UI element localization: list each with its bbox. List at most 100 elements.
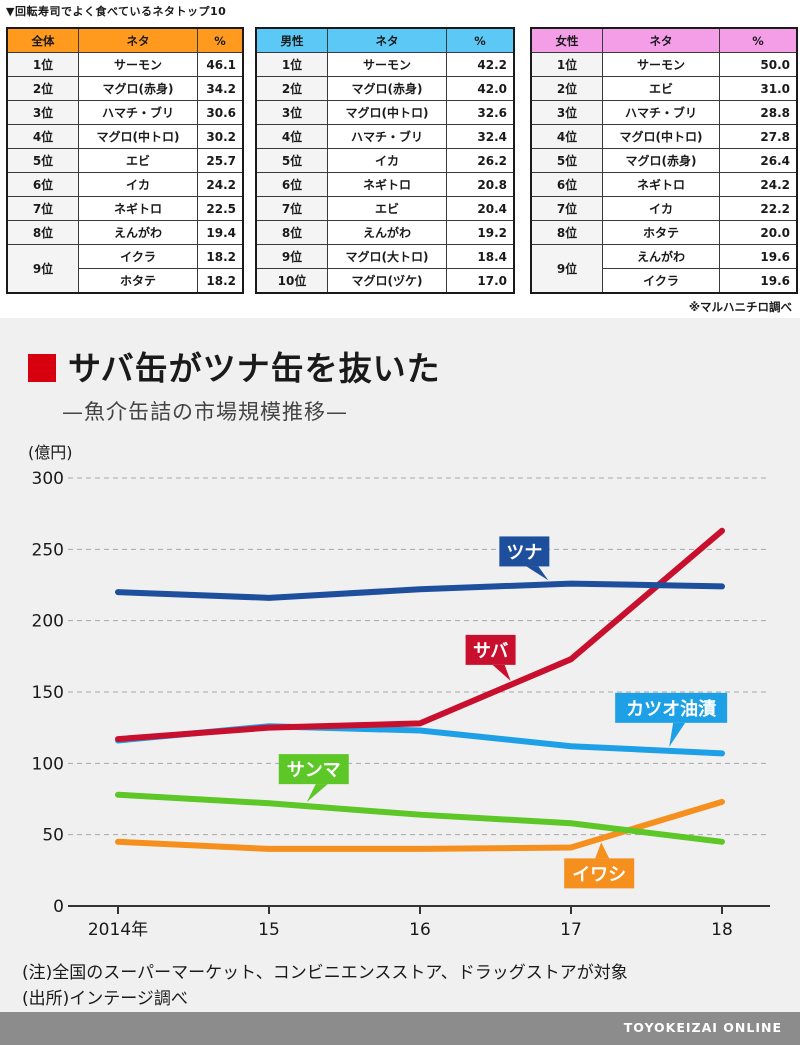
item-cell: マグロ(ヅケ) <box>327 268 447 294</box>
table-row: 7位 ネギトロ 22.5 <box>6 196 244 221</box>
series-label-サンマ: サンマ <box>287 760 341 781</box>
series-label-pointer <box>669 722 686 747</box>
item-cell: イクラ <box>602 268 720 294</box>
x-tick-label: 2014年 <box>88 920 148 940</box>
rank-cell: 2位 <box>530 76 603 101</box>
series-label-pointer <box>595 842 610 859</box>
item-cell: えんがわ <box>327 220 447 245</box>
table-header-cell: ネタ <box>327 27 447 53</box>
series-label-box <box>278 754 349 785</box>
item-cell: マグロ(赤身) <box>602 148 720 173</box>
table-row: 2位 マグロ(赤身) 34.2 <box>6 76 244 101</box>
rank-cell: 1位 <box>6 52 79 77</box>
series-label-box <box>615 692 728 723</box>
series-label-カツオ油漬: カツオ油漬 <box>626 698 717 720</box>
series-label-box <box>499 536 550 567</box>
value-cell: 28.8 <box>719 100 798 125</box>
table-header-cell: ネタ <box>78 27 198 53</box>
rank-cell: 3位 <box>530 100 603 125</box>
data-point <box>116 840 120 844</box>
rank-cell: 6位 <box>255 172 328 197</box>
line-chart: (億円) 0 50 100 150 200 250 300 2014年 15 16 17 18 ツナサバカ… <box>28 443 770 940</box>
data-point <box>569 821 573 825</box>
table-row: 10位 マグロ(ヅケ) 17.0 <box>255 268 515 294</box>
item-cell: サーモン <box>78 52 198 77</box>
table-row: 3位 ハマチ・ブリ 30.6 <box>6 100 244 125</box>
table-row: 8位 えんがわ 19.2 <box>255 220 515 245</box>
item-cell: イクラ <box>78 244 198 269</box>
value-cell: 20.4 <box>446 196 515 221</box>
footer-bar: TOYOKEIZAI ONLINE <box>0 1012 800 1045</box>
series-label-ツナ: ツナ <box>506 542 542 563</box>
table-row: 4位 マグロ(中トロ) 30.2 <box>6 124 244 149</box>
data-point <box>569 744 573 748</box>
value-cell: 50.0 <box>719 52 798 77</box>
item-cell: えんがわ <box>78 220 198 245</box>
value-cell: 19.6 <box>719 268 798 294</box>
value-cell: 24.2 <box>197 172 244 197</box>
table-row: 9位 マグロ(大トロ) 18.4 <box>255 244 515 269</box>
item-cell: マグロ(中トロ) <box>78 124 198 149</box>
y-tick-label: 50 <box>42 826 64 846</box>
table-row: 7位 イカ 22.2 <box>530 196 798 221</box>
value-cell: 34.2 <box>197 76 244 101</box>
rank-cell: 2位 <box>6 76 79 101</box>
value-cell: 26.2 <box>446 148 515 173</box>
rank-cell: 5位 <box>6 148 79 173</box>
item-cell: ハマチ・ブリ <box>602 100 720 125</box>
table-row: 2位 エビ 31.0 <box>530 76 798 101</box>
series-label-box <box>564 858 635 889</box>
table-header-cell: % <box>446 27 515 53</box>
series-label-pointer <box>526 566 549 581</box>
series-label-pointer <box>492 664 511 681</box>
table-row: 9位 えんがわ 19.6 <box>530 244 798 294</box>
rank-cell: 2位 <box>255 76 328 101</box>
item-cell: マグロ(赤身) <box>327 76 447 101</box>
rank-cell: 3位 <box>6 100 79 125</box>
data-point <box>116 793 120 797</box>
table-row: 8位 ホタテ 20.0 <box>530 220 798 245</box>
value-cell: 19.2 <box>446 220 515 245</box>
y-tick-label: 100 <box>32 754 64 774</box>
table-row: 5位 マグロ(赤身) 26.4 <box>530 148 798 173</box>
title-accent-square <box>28 354 56 382</box>
rank-cell: 1位 <box>255 52 328 77</box>
data-point <box>569 657 573 661</box>
value-cell: 42.0 <box>446 76 515 101</box>
value-cell: 22.2 <box>719 196 798 221</box>
item-cell: ネギトロ <box>602 172 720 197</box>
table-header-cell: % <box>197 27 244 53</box>
rank-cell: 4位 <box>6 124 79 149</box>
series-label-サバ: サバ <box>473 641 508 662</box>
rank-cell: 1位 <box>530 52 603 77</box>
table-row: 7位 エビ 20.4 <box>255 196 515 221</box>
data-point <box>569 846 573 850</box>
item-cell: マグロ(中トロ) <box>327 100 447 125</box>
table-row: 6位 イカ 24.2 <box>6 172 244 197</box>
rank-cell: 7位 <box>530 196 603 221</box>
y-tick-label: 0 <box>53 897 64 917</box>
table-header-cell: 女性 <box>530 27 603 53</box>
value-cell: 32.4 <box>446 124 515 149</box>
data-point <box>418 729 422 733</box>
rank-cell: 9位 <box>255 244 328 269</box>
rank-cell: 3位 <box>255 100 328 125</box>
rank-cell: 6位 <box>6 172 79 197</box>
chart-section: サバ缶がツナ缶を抜いた —魚介缶詰の市場規模推移— (億円) 0 50 100 150 2… <box>0 318 800 1045</box>
item-cell: ネギトロ <box>327 172 447 197</box>
value-cell: 30.6 <box>197 100 244 125</box>
data-point <box>720 751 724 755</box>
rank-cell: 7位 <box>255 196 328 221</box>
value-cell: 18.2 <box>197 268 244 294</box>
series-label-イワシ: イワシ <box>572 864 626 885</box>
data-point <box>569 582 573 586</box>
item-cell: ホタテ <box>602 220 720 245</box>
data-point <box>267 596 271 600</box>
item-cell: サーモン <box>602 52 720 77</box>
data-point <box>418 587 422 591</box>
rank-cell: 6位 <box>530 172 603 197</box>
ranking-table-female: 女性 ネタ% 1位 サーモン 50.0 2位 エビ 31.0 3位 ハマチ・ブリ 28.8 4位 マグロ… <box>530 27 798 294</box>
ranking-source: ※マルハニチロ調べ <box>688 300 792 314</box>
table-row: 6位 ネギトロ 24.2 <box>530 172 798 197</box>
footer-brand: TOYOKEIZAI ONLINE <box>623 1020 782 1035</box>
